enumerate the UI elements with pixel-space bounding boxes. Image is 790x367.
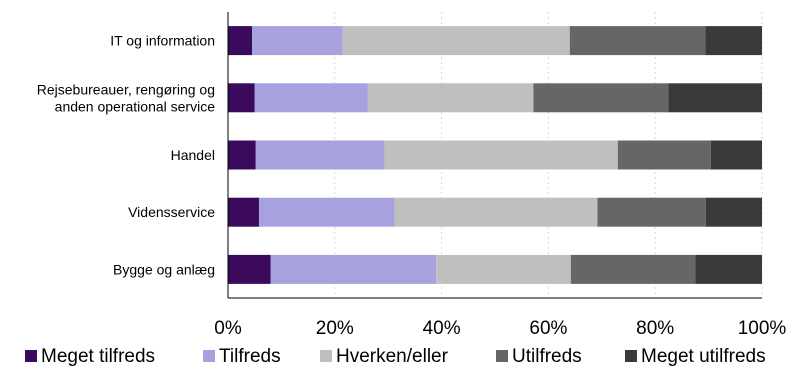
legend-label: Meget tilfreds (41, 346, 155, 367)
legend-swatch (496, 350, 508, 362)
bar-segment-tilfreds (252, 26, 343, 56)
bar-segment-meget-tilfreds (228, 26, 253, 56)
bar-segment-meget-tilfreds (228, 83, 255, 113)
bar-segment-tilfreds (258, 197, 395, 227)
bar-segment-meget-utilfreds (705, 197, 762, 227)
bar-segment-meget-tilfreds (228, 197, 259, 227)
bar-segment-hverken-eller (394, 197, 598, 227)
category-label: Bygge og anlæg (113, 261, 215, 277)
category-label: Rejsebureauer, rengøring og (37, 81, 215, 97)
category-label: Handel (171, 147, 215, 163)
x-tick-label: 80% (636, 318, 674, 339)
bar-segment-hverken-eller (367, 83, 534, 113)
x-tick-label: 100% (738, 318, 787, 339)
bar-segment-meget-utilfreds (668, 83, 762, 113)
category-label: Vidensservice (128, 204, 215, 220)
bar-segment-meget-utilfreds (710, 140, 762, 170)
category-label: anden operational service (55, 98, 216, 114)
bar-segment-hverken-eller (342, 26, 570, 56)
bar-segment-utilfreds (570, 254, 696, 284)
bar-segment-tilfreds (255, 140, 385, 170)
x-tick-label: 0% (214, 318, 242, 339)
category-label: IT og information (110, 33, 215, 49)
legend-swatch (625, 350, 637, 362)
bar-segment-utilfreds (569, 26, 706, 56)
legend-label: Hverken/eller (336, 346, 449, 367)
legend-swatch (320, 350, 332, 362)
bar-segment-meget-tilfreds (228, 254, 271, 284)
bar-segment-tilfreds (254, 83, 368, 113)
bar-segment-hverken-eller (384, 140, 618, 170)
x-tick-label: 20% (316, 318, 354, 339)
bar-segment-utilfreds (533, 83, 669, 113)
bar-segment-meget-utilfreds (705, 26, 762, 56)
legend-swatch (203, 350, 215, 362)
legend-label: Tilfreds (219, 346, 281, 367)
bar-segment-utilfreds (617, 140, 711, 170)
x-tick-label: 60% (529, 318, 567, 339)
bar-segment-utilfreds (597, 197, 706, 227)
legend-swatch (25, 350, 37, 362)
bar-segment-meget-utilfreds (695, 254, 762, 284)
bar-segment-meget-tilfreds (228, 140, 256, 170)
bar-segment-hverken-eller (436, 254, 571, 284)
bar-segment-tilfreds (270, 254, 437, 284)
x-tick-label: 40% (423, 318, 461, 339)
legend-label: Utilfreds (512, 346, 582, 367)
legend-label: Meget utilfreds (641, 346, 766, 367)
